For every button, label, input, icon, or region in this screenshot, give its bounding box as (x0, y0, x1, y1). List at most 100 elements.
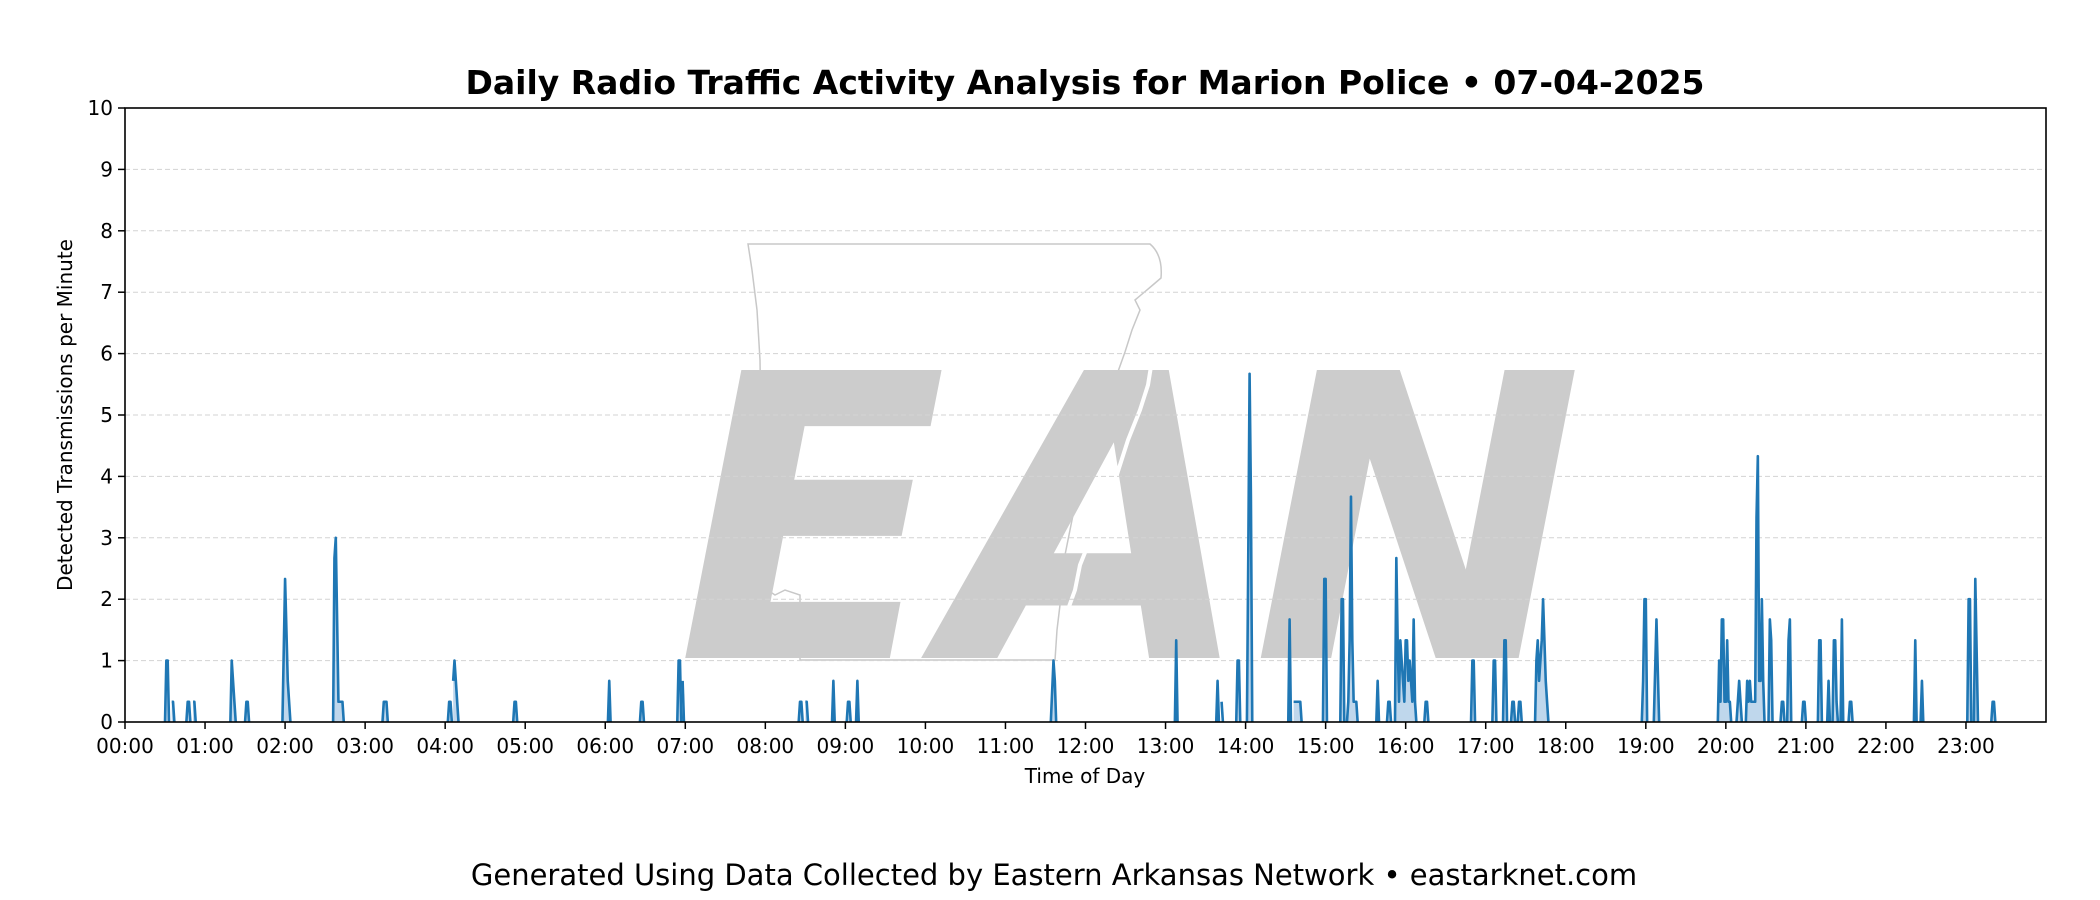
y-tick-label-9: 9 (100, 157, 113, 181)
gridlines (125, 168, 2046, 662)
y-axis-ticks: 0 1 2 3 4 5 6 7 8 9 10 (88, 96, 125, 734)
x-tick-label-22:00: 22:00 (1857, 734, 1915, 758)
activity-line-burst-55 (1847, 700, 1854, 723)
activity-line-burst-4 (229, 659, 238, 723)
x-tick-label-01:00: 01:00 (176, 734, 234, 758)
activity-line-burst-53 (1831, 639, 1840, 723)
activity-line-burst-54 (1839, 618, 1845, 723)
activity-line-burst-0 (163, 659, 171, 723)
activity-line-burst-22 (1173, 639, 1179, 723)
watermark-text: EAN (677, 292, 1583, 752)
y-tick-label-1: 1 (100, 649, 113, 673)
x-tick-label-20:00: 20:00 (1697, 734, 1755, 758)
activity-line-burst-39 (1509, 700, 1517, 723)
activity-line-burst-33 (1385, 700, 1393, 723)
x-tick-label-18:00: 18:00 (1537, 734, 1595, 758)
activity-line-burst-20 (854, 679, 861, 723)
activity-line-burst-56 (1912, 639, 1918, 723)
x-tick-label-14:00: 14:00 (1217, 734, 1275, 758)
y-tick-label-6: 6 (100, 342, 113, 366)
activity-line-burst-40 (1516, 700, 1524, 723)
y-tick-label-2: 2 (100, 587, 113, 611)
x-tick-label-16:00: 16:00 (1377, 734, 1435, 758)
activity-line-burst-16 (797, 700, 804, 723)
y-tick-label-4: 4 (100, 464, 113, 488)
x-tick-label-13:00: 13:00 (1137, 734, 1195, 758)
activity-line-burst-43 (1652, 618, 1661, 723)
x-tick-label-17:00: 17:00 (1457, 734, 1515, 758)
activity-line-burst-36 (1469, 659, 1477, 723)
y-tick-label-7: 7 (100, 280, 113, 304)
x-tick-label-12:00: 12:00 (1057, 734, 1115, 758)
activity-line-burst-8 (381, 700, 390, 723)
activity-line-burst-29 (1321, 577, 1329, 723)
activity-line-burst-38 (1501, 639, 1509, 723)
activity-line-burst-51 (1816, 639, 1824, 723)
activity-line-burst-60 (1990, 700, 1997, 723)
x-tick-label-15:00: 15:00 (1297, 734, 1355, 758)
x-tick-label-08:00: 08:00 (737, 734, 795, 758)
x-tick-label-19:00: 19:00 (1617, 734, 1675, 758)
activity-line-burst-32 (1375, 679, 1381, 723)
activity-line-burst-52 (1825, 679, 1832, 723)
activity-line-burst-58 (1965, 597, 1973, 723)
watermark-logo: EAN (677, 243, 1583, 752)
activity-line-burst-23 (1214, 679, 1221, 723)
activity-line-burst-57 (1919, 679, 1925, 723)
x-tick-label-21:00: 21:00 (1777, 734, 1835, 758)
activity-line-burst-11 (511, 700, 519, 723)
x-tick-label-07:00: 07:00 (656, 734, 714, 758)
arkansas-map-outline (747, 243, 1163, 661)
activity-line-burst-19 (845, 700, 853, 723)
footer-credit: Generated Using Data Collected by Easter… (471, 858, 1637, 892)
activity-line-burst-41 (1533, 597, 1550, 723)
activity-line-burst-31 (1345, 495, 1359, 723)
x-tick-label-02:00: 02:00 (256, 734, 314, 758)
x-tick-label-06:00: 06:00 (576, 734, 634, 758)
y-tick-label-3: 3 (100, 526, 113, 550)
activity-line-burst-21 (1049, 659, 1058, 723)
activity-line-burst-15 (681, 680, 686, 723)
activity-line-burst-46 (1744, 454, 1766, 723)
activity-line-burst-24 (1220, 701, 1225, 723)
activity-line-burst-30 (1339, 597, 1346, 723)
y-axis-label: Detected Transmissions per Minute (53, 239, 77, 591)
activity-line-burst-9 (446, 700, 454, 723)
activity-line-burst-5 (243, 700, 251, 723)
x-tick-label-04:00: 04:00 (416, 734, 474, 758)
y-tick-label-5: 5 (100, 403, 113, 427)
activity-line-burst-28 (1293, 700, 1303, 723)
activity-line-burst-10 (451, 659, 460, 723)
x-tick-label-05:00: 05:00 (496, 734, 554, 758)
activity-line-burst-27 (1286, 618, 1293, 723)
activity-line-burst-6 (281, 577, 292, 723)
y-tick-label-10: 10 (88, 96, 113, 120)
activity-area-burst-41 (1535, 599, 1549, 722)
activity-line-burst-37 (1491, 659, 1498, 723)
activity-line-burst-7 (331, 536, 346, 723)
activity-line-burst-50 (1800, 700, 1808, 723)
activity-line-burst-17 (805, 700, 810, 723)
activity-line-burst-14 (675, 659, 683, 723)
activity-line-burst-34 (1393, 556, 1418, 723)
activity-line-burst-1 (171, 700, 176, 723)
x-tick-label-00:00: 00:00 (96, 734, 154, 758)
y-tick-label-0: 0 (100, 710, 113, 734)
activity-line-burst-35 (1423, 700, 1430, 723)
activity-line-burst-25 (1234, 659, 1242, 723)
x-tick-label-09:00: 09:00 (817, 734, 875, 758)
x-tick-label-10:00: 10:00 (897, 734, 955, 758)
activity-line-burst-26 (1245, 372, 1254, 723)
activity-line-burst-42 (1640, 597, 1649, 723)
x-tick-label-03:00: 03:00 (336, 734, 394, 758)
x-tick-label-11:00: 11:00 (977, 734, 1035, 758)
activity-line-burst-12 (606, 679, 612, 723)
activity-line-burst-59 (1972, 577, 1980, 723)
activity-line-burst-44 (1716, 618, 1733, 723)
y-tick-label-8: 8 (100, 219, 113, 243)
mississippi-river-line (1056, 299, 1182, 661)
activity-line-burst-18 (830, 679, 836, 723)
activity-line-burst-13 (638, 700, 646, 723)
activity-line-burst-2 (185, 700, 192, 723)
